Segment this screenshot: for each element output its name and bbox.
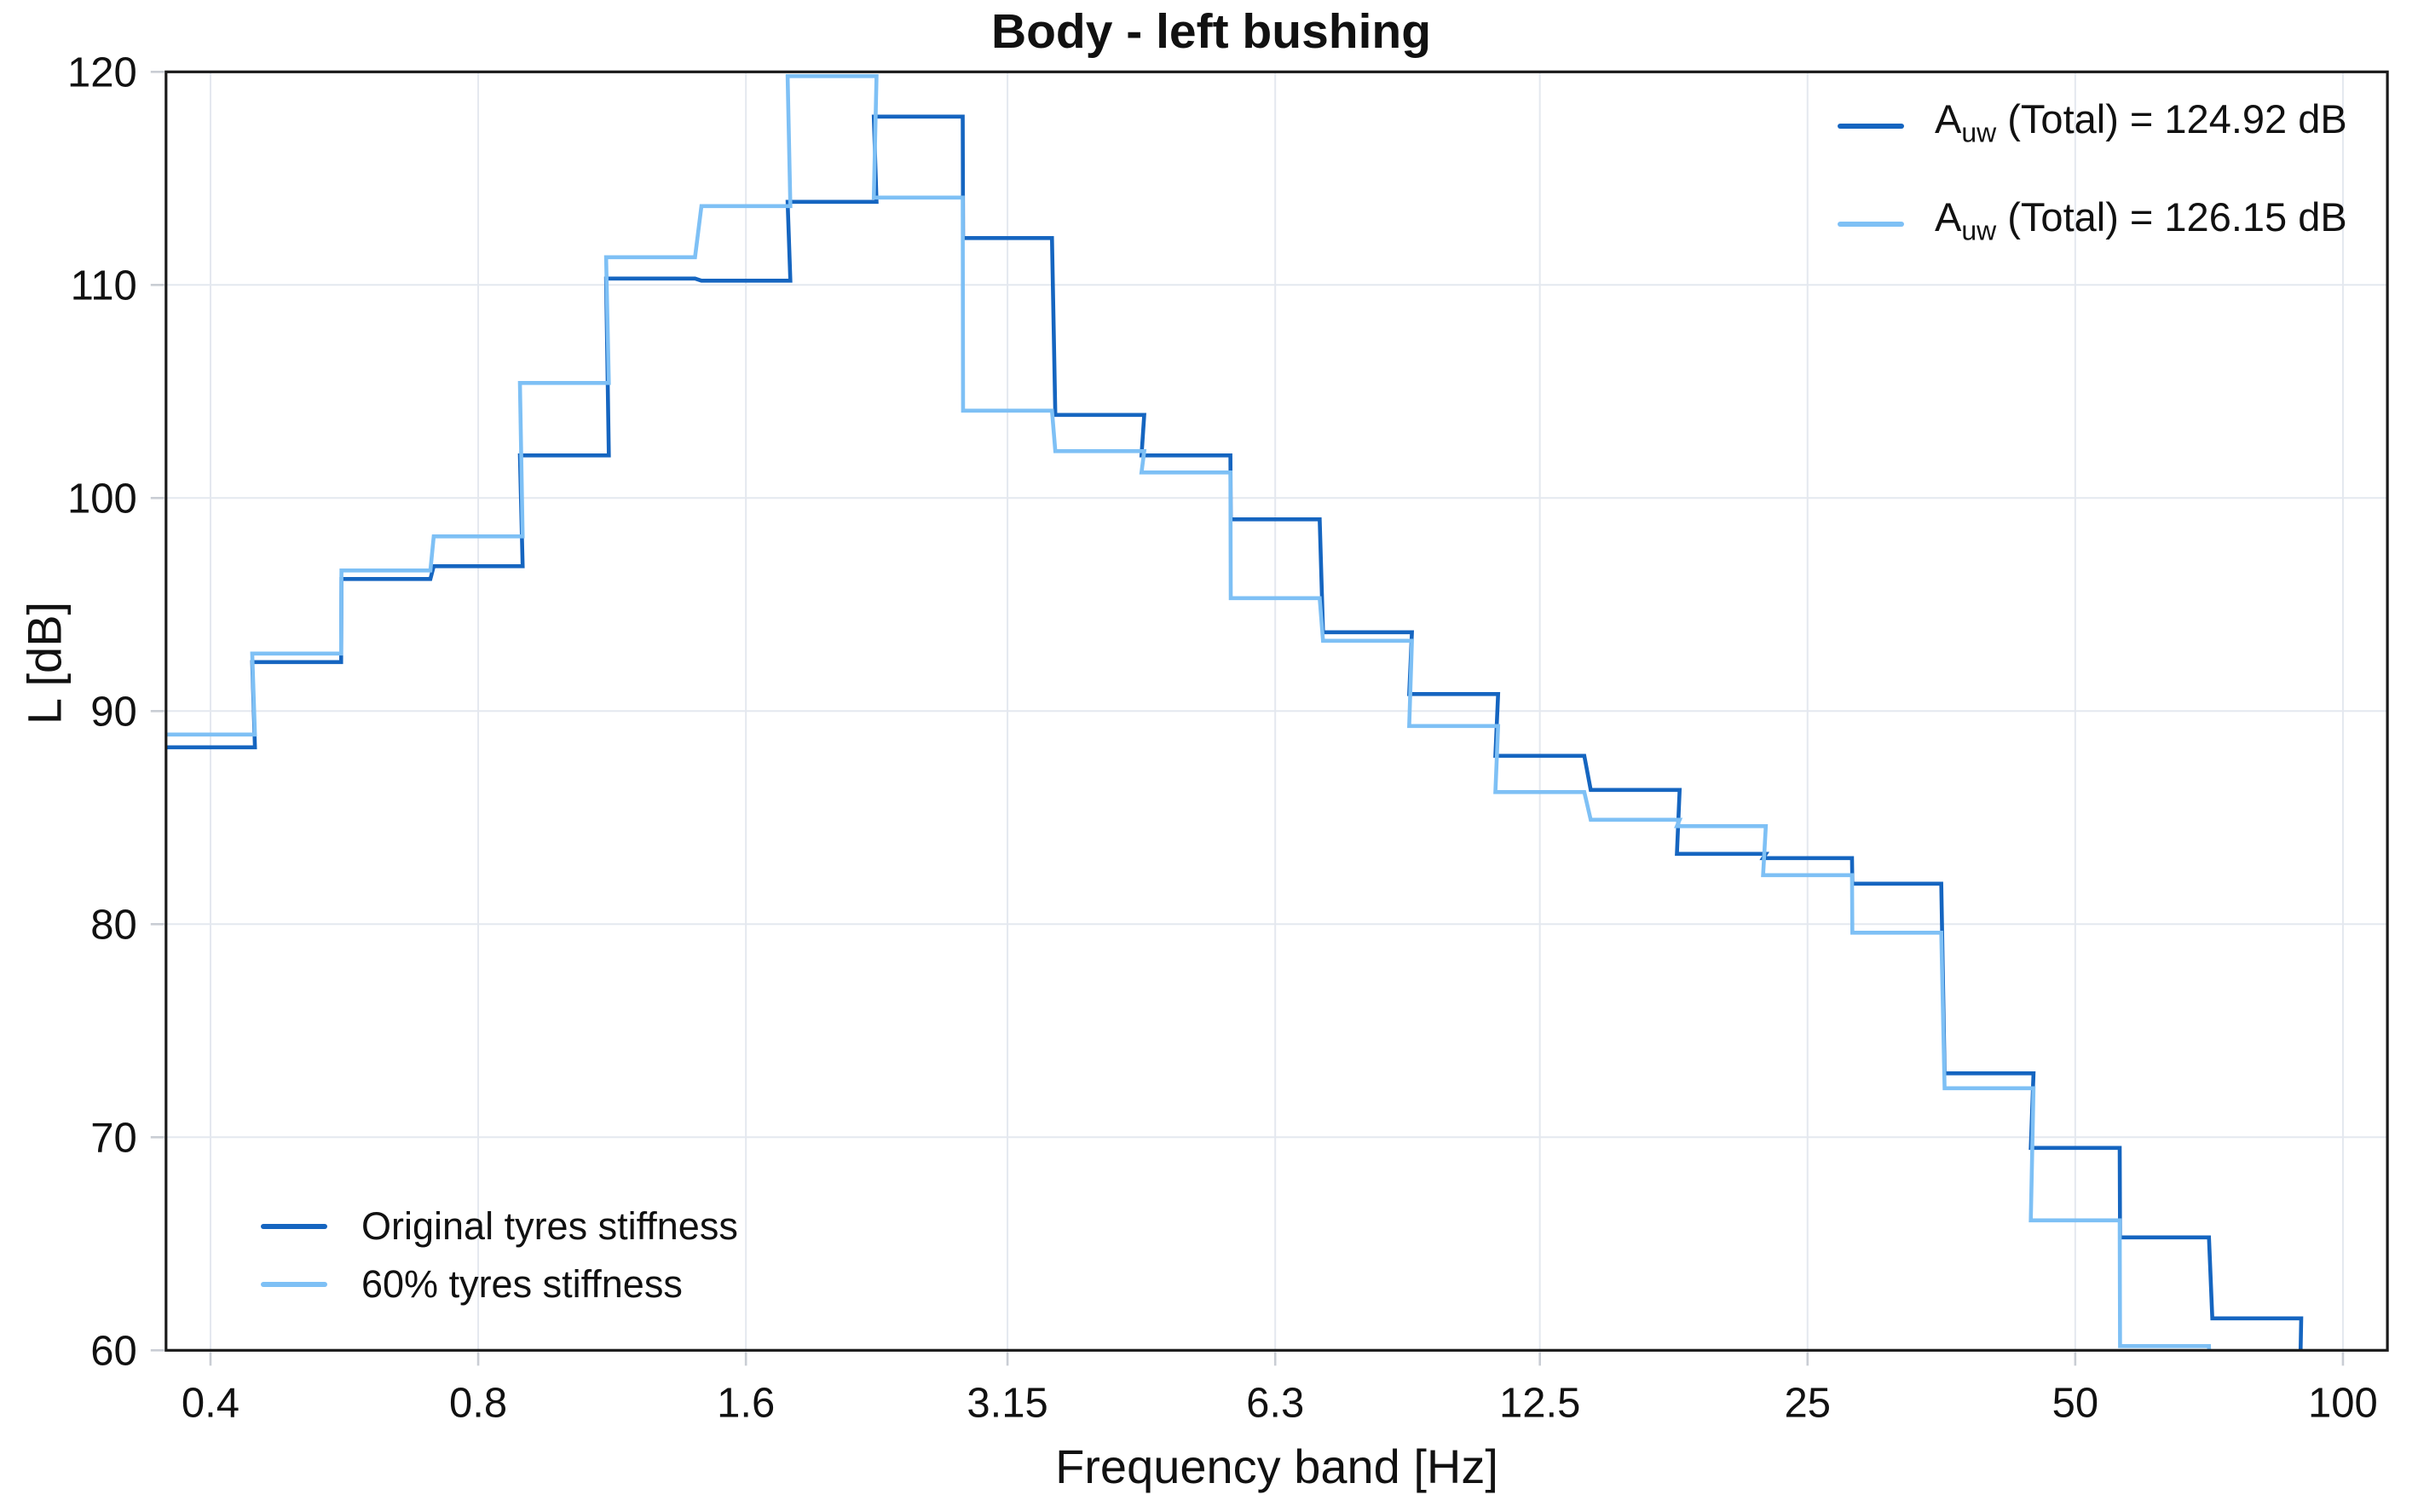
legend-sixty-label: 60% tyres stiffness <box>361 1262 683 1306</box>
x-tick-label: 3.15 <box>967 1380 1047 1426</box>
legend-line-original <box>1838 123 1904 129</box>
series-sixty <box>165 74 2212 1351</box>
y-tick-label: 120 <box>67 49 137 95</box>
x-tick-label: 100 <box>2308 1380 2378 1426</box>
x-tick-label: 25 <box>1785 1380 1832 1426</box>
series-original <box>165 114 2304 1351</box>
x-tick-label: 0.8 <box>449 1380 507 1426</box>
x-tick-label: 12.5 <box>1499 1380 1580 1426</box>
legend-entry-sixty-total: Auw (Total) = 126.15 dB <box>1838 193 2347 254</box>
legend-original-label: Original tyres stiffness <box>361 1204 738 1248</box>
x-axis-title: Frequency band [Hz] <box>1055 1440 1498 1493</box>
legend-totals: Auw (Total) = 124.92 dB Auw (Total) = 12… <box>1838 95 2347 255</box>
legend-line-original-stiffness <box>261 1224 327 1229</box>
y-tick-label: 70 <box>90 1115 137 1161</box>
x-tick-label: 1.6 <box>717 1380 775 1426</box>
legend-series: Original tyres stiffness 60% tyres stiff… <box>261 1203 738 1307</box>
x-tick-label: 6.3 <box>1246 1380 1304 1426</box>
y-tick-label: 90 <box>90 689 137 735</box>
legend-entry-original-total: Auw (Total) = 124.92 dB <box>1838 95 2347 156</box>
x-tick-label: 0.4 <box>182 1380 239 1426</box>
y-tick-label: 80 <box>90 902 137 948</box>
y-tick-label: 100 <box>67 476 137 522</box>
chart-title: Body - left bushing <box>990 4 1432 59</box>
legend-total-sixty-label: Auw (Total) = 126.15 dB <box>1935 194 2347 246</box>
legend-line-sixty <box>1838 222 1904 228</box>
legend-entry-original: Original tyres stiffness <box>261 1203 738 1249</box>
y-tick-label: 110 <box>71 263 137 309</box>
y-axis-title: L [dB] <box>17 601 72 725</box>
x-tick-label: 50 <box>2052 1380 2099 1426</box>
plot-frame <box>164 70 2389 1352</box>
legend-line-sixty-stiffness <box>261 1282 327 1287</box>
y-tick-label: 60 <box>90 1328 137 1374</box>
legend-total-original-label: Auw (Total) = 124.92 dB <box>1935 96 2347 148</box>
legend-entry-sixty: 60% tyres stiffness <box>261 1261 738 1307</box>
